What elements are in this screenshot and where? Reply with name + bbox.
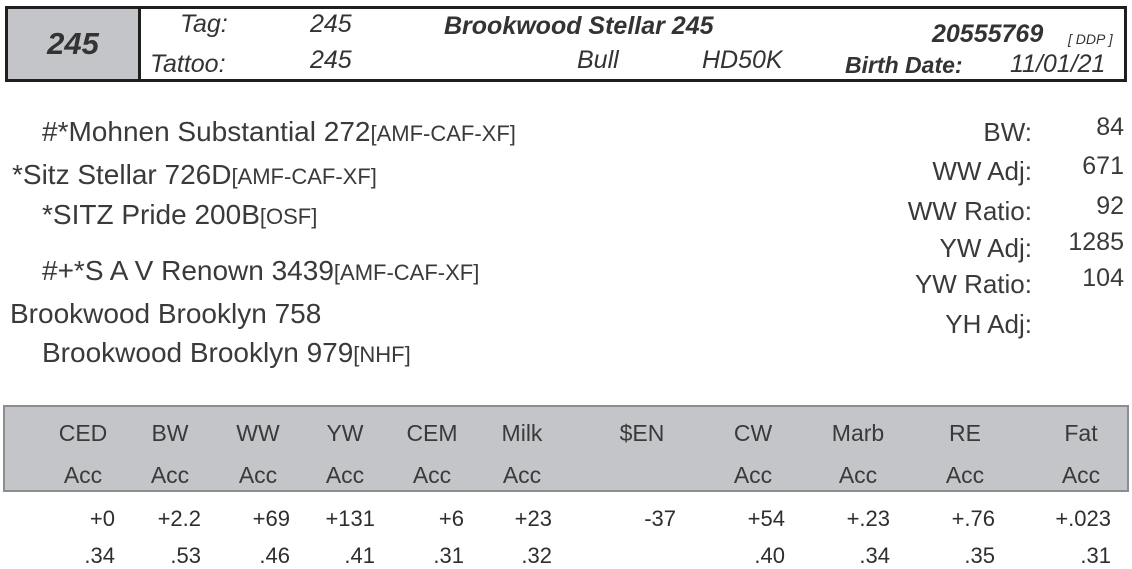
epd-acc-label-ced: Acc	[63, 462, 103, 488]
epd-acc-milk: .32	[521, 543, 552, 568]
pedigree-tags: [OSF]	[259, 204, 318, 229]
pedigree-dam-sire: #+*S A V Renown 3439[AMF-CAF-XF]	[42, 255, 479, 287]
epd-value-marb: +.23	[846, 506, 890, 531]
epd-value-cem: +6	[438, 506, 464, 531]
perf-ww-ratio-label: WW Ratio:	[907, 196, 1032, 226]
animal-header: 245	[5, 6, 1127, 82]
pedigree-tags: [AMF-CAF-XF]	[231, 164, 377, 189]
epd-acc-label-re: Acc	[945, 462, 985, 488]
epd-acc-ced: .34	[84, 543, 115, 568]
epd-acc-yw: .41	[344, 543, 375, 568]
epd-acc-bw: .53	[170, 543, 201, 568]
epd-trait-en: $EN	[619, 420, 665, 446]
epd-trait-milk: Milk	[501, 420, 543, 446]
pedigree-name: *SITZ Pride 200B	[42, 199, 260, 230]
perf-yh-adj-label: YH Adj:	[945, 309, 1032, 339]
epd-acc-label-yw: Acc	[325, 462, 365, 488]
epd-acc-label-bw: Acc	[150, 462, 190, 488]
registration-tag: [ DDP ]	[1068, 31, 1113, 47]
epd-value-en: -37	[644, 506, 676, 531]
pedigree-sire-dam: *SITZ Pride 200B[OSF]	[42, 199, 317, 231]
pedigree-sire: *Sitz Stellar 726D[AMF-CAF-XF]	[12, 159, 377, 191]
perf-bw-value: 84	[1096, 113, 1124, 141]
lot-number: 245	[8, 9, 141, 79]
epd-value-milk: +23	[514, 506, 552, 531]
epd-trait-fat: Fat	[1064, 420, 1098, 446]
epd-acc-fat: .31	[1080, 543, 1111, 568]
epd-acc-label-cem: Acc	[412, 462, 452, 488]
tag-label: Tag:	[180, 10, 228, 38]
epd-value-yw: +131	[325, 506, 375, 531]
perf-yw-ratio-value: 104	[1082, 264, 1124, 292]
tattoo-value: 245	[310, 46, 352, 74]
epd-acc-marb: .34	[859, 543, 890, 568]
epd-acc-label-marb: Acc	[838, 462, 878, 488]
animal-name: Brookwood Stellar 245	[444, 12, 714, 40]
epd-value-cw: +54	[747, 506, 785, 531]
epd-trait-bw: BW	[151, 420, 189, 446]
sex: Bull	[577, 46, 619, 74]
epd-trait-marb: Marb	[831, 420, 885, 446]
pedigree-name: Brookwood Brooklyn 979	[42, 337, 354, 368]
pedigree-name: #*Mohnen Substantial 272	[42, 116, 371, 147]
perf-ww-ratio-value: 92	[1096, 192, 1124, 220]
genomic-test: HD50K	[702, 46, 783, 74]
epd-value-re: +.76	[951, 506, 995, 531]
epd-value-bw: +2.2	[157, 506, 201, 531]
tattoo-label: Tattoo:	[150, 50, 226, 78]
pedigree-name: Brookwood Brooklyn 758	[10, 298, 322, 329]
epd-trait-yw: YW	[326, 420, 364, 446]
registration-number: 20555769	[932, 20, 1044, 48]
pedigree-tags: [AMF-CAF-XF]	[333, 260, 480, 285]
pedigree-name: *Sitz Stellar 726D	[12, 159, 232, 190]
epd-trait-cem: CEM	[406, 420, 458, 446]
epd-value-ced: +0	[89, 506, 115, 531]
pedigree-dam: Brookwood Brooklyn 758	[10, 298, 321, 330]
epd-header-band	[3, 405, 1129, 492]
pedigree-tags: [AMF-CAF-XF]	[370, 121, 516, 146]
epd-acc-label-milk: Acc	[502, 462, 542, 488]
epd-acc-re: .35	[964, 543, 995, 568]
epd-acc-label-cw: Acc	[733, 462, 773, 488]
epd-value-ww: +69	[252, 506, 290, 531]
epd-acc-ww: .46	[259, 543, 290, 568]
epd-trait-re: RE	[949, 420, 981, 446]
pedigree-dam-dam: Brookwood Brooklyn 979[NHF]	[42, 337, 411, 369]
epd-acc-label-fat: Acc	[1061, 462, 1101, 488]
pedigree-sire-sire: #*Mohnen Substantial 272[AMF-CAF-XF]	[42, 116, 516, 148]
epd-acc-cem: .31	[433, 543, 464, 568]
epd-acc-label-ww: Acc	[238, 462, 278, 488]
perf-ww-adj-label: WW Adj:	[932, 156, 1032, 186]
epd-trait-ww: WW	[236, 420, 280, 446]
perf-yw-adj-label: YW Adj:	[939, 233, 1032, 263]
pedigree-tags: [NHF]	[353, 342, 411, 367]
epd-acc-cw: .40	[754, 543, 785, 568]
pedigree-name: #+*S A V Renown 3439	[42, 255, 334, 286]
epd-trait-ced: CED	[58, 420, 108, 446]
tag-value: 245	[310, 10, 352, 38]
perf-bw-label: BW:	[983, 117, 1032, 147]
birth-date: 11/01/21	[1010, 50, 1106, 78]
perf-ww-adj-value: 671	[1082, 152, 1124, 180]
epd-value-fat: +.023	[1055, 506, 1111, 531]
birth-date-label: Birth Date:	[845, 52, 963, 78]
perf-yw-ratio-label: YW Ratio:	[914, 269, 1032, 299]
epd-trait-cw: CW	[733, 420, 773, 446]
perf-yw-adj-value: 1285	[1068, 228, 1124, 256]
